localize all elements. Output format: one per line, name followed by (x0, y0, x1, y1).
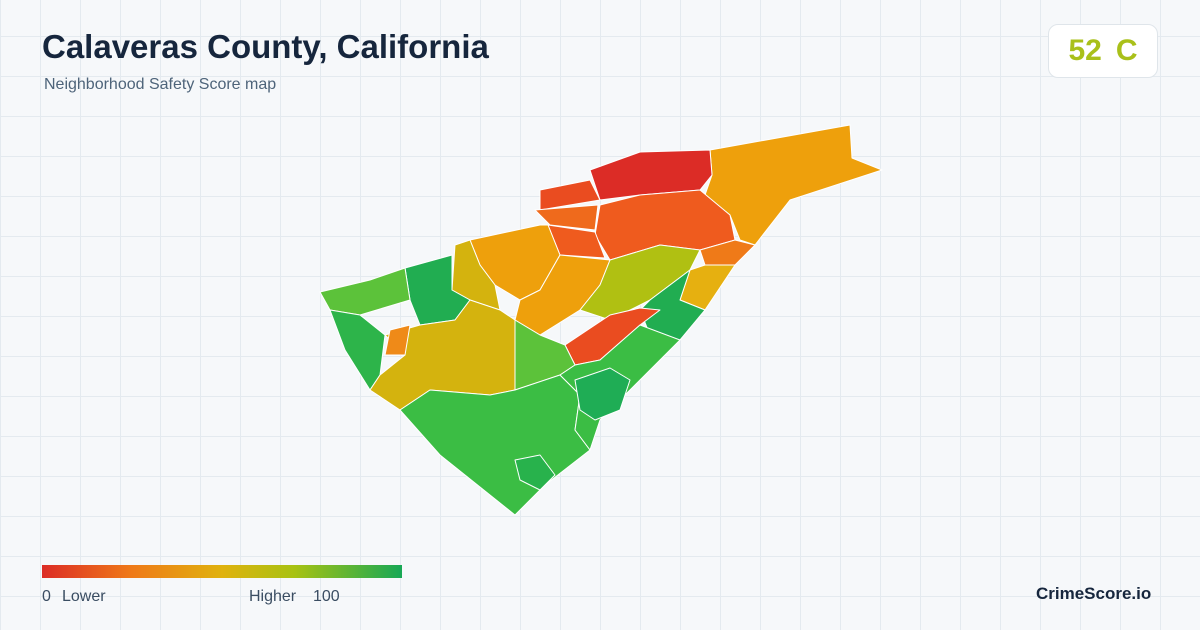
brand: CrimeScore.io (1036, 584, 1152, 603)
region (514, 454, 556, 491)
legend-min-label: Lower (62, 588, 106, 605)
region (329, 309, 386, 391)
region (589, 149, 713, 201)
region (384, 324, 411, 356)
legend-max: 100 (313, 588, 340, 605)
region (574, 367, 631, 421)
title: Calaveras County, California (42, 28, 489, 65)
subtitle: Neighborhood Safety Score map (44, 76, 277, 93)
region (319, 267, 411, 316)
region (699, 239, 756, 266)
legend-min: 0 (42, 588, 51, 605)
score-value: 52 (1068, 34, 1102, 67)
legend-gradient (42, 565, 402, 578)
region (399, 374, 591, 516)
score-badge: 52 C (1048, 24, 1158, 78)
legend-max-label: Higher (249, 588, 297, 605)
region (534, 204, 599, 231)
region (539, 179, 601, 211)
score-grade: C (1115, 34, 1138, 67)
